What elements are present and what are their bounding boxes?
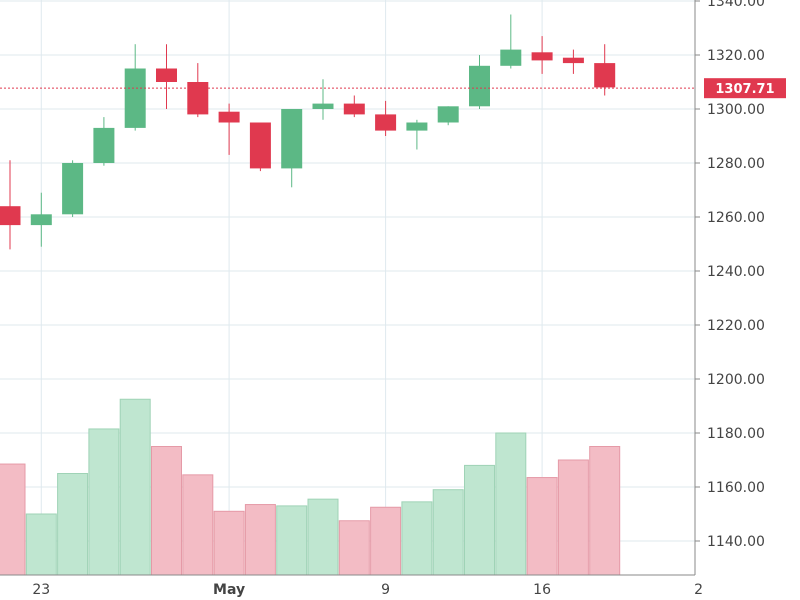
price-tick-label: 1320.00 [707,48,765,64]
candle-body [187,82,209,115]
date-tick-label: 9 [381,582,390,598]
volume-bar [338,520,370,576]
volume-bar [151,446,182,576]
candles [0,14,616,250]
candle-body [249,122,271,169]
candle-body [594,63,616,88]
volume-bar [589,446,621,576]
volume-bar [57,473,89,576]
last-price-badge-box [704,78,786,99]
candle-body [218,111,240,123]
price-tick-label: 1240.00 [707,264,765,280]
volume-bar [307,498,339,576]
volume-bar [432,489,464,576]
price-axis-labels: 1140.00 1160.00 1180.00 1200.00 1220.00 1240.… [695,0,765,550]
volume-bar [557,459,589,576]
candle-body [30,214,52,226]
volume-bar [464,464,495,576]
date-tick-label: 23 [32,582,50,598]
candle-body [343,103,365,115]
candle-body [312,103,334,109]
price-tick-label: 1180.00 [707,426,765,442]
candle-body [0,206,21,226]
price-tick-label: 1260.00 [707,210,765,226]
candle-body [406,122,428,131]
volume-bar [276,505,308,576]
last-price-badge-text: 1307.71 [715,82,774,97]
date-tick-label: 2 [694,582,703,598]
volume-bar [182,474,214,576]
volume-bar [370,506,402,576]
date-tick-label: May [213,582,245,598]
candle-body [437,106,459,123]
price-tick-label: 1160.00 [707,480,765,496]
candle-body [124,68,146,128]
date-axis-labels: 23 May 9 16 2 [32,582,703,598]
volume-bar [25,513,57,576]
time-axis-background[interactable] [0,575,800,600]
last-price-badge: 1307.71 [704,78,786,99]
candle-body [375,114,397,131]
candle-body [156,68,177,82]
volume-bar [213,510,245,576]
volume-bar [244,504,276,576]
price-tick-label: 1300.00 [707,102,765,118]
price-tick-label: 1280.00 [707,156,765,172]
price-tick-label: 1340.00 [707,0,765,10]
volume-bar [401,501,433,576]
candle-body [62,163,84,215]
volume-bar [0,463,26,576]
volume-bar [526,477,558,576]
candle-body [469,65,490,107]
candle-body [500,49,522,66]
price-tick-label: 1200.00 [707,372,765,388]
volume-bar [495,432,527,576]
date-tick-label: 16 [533,582,551,598]
candle-body [562,57,584,64]
candle-body [93,127,115,163]
candle-body [281,109,303,169]
price-tick-label: 1220.00 [707,318,765,334]
volume-bar [119,398,151,576]
volume-bar [88,428,120,576]
candle-body [531,52,553,61]
price-tick-label: 1140.00 [707,534,765,550]
